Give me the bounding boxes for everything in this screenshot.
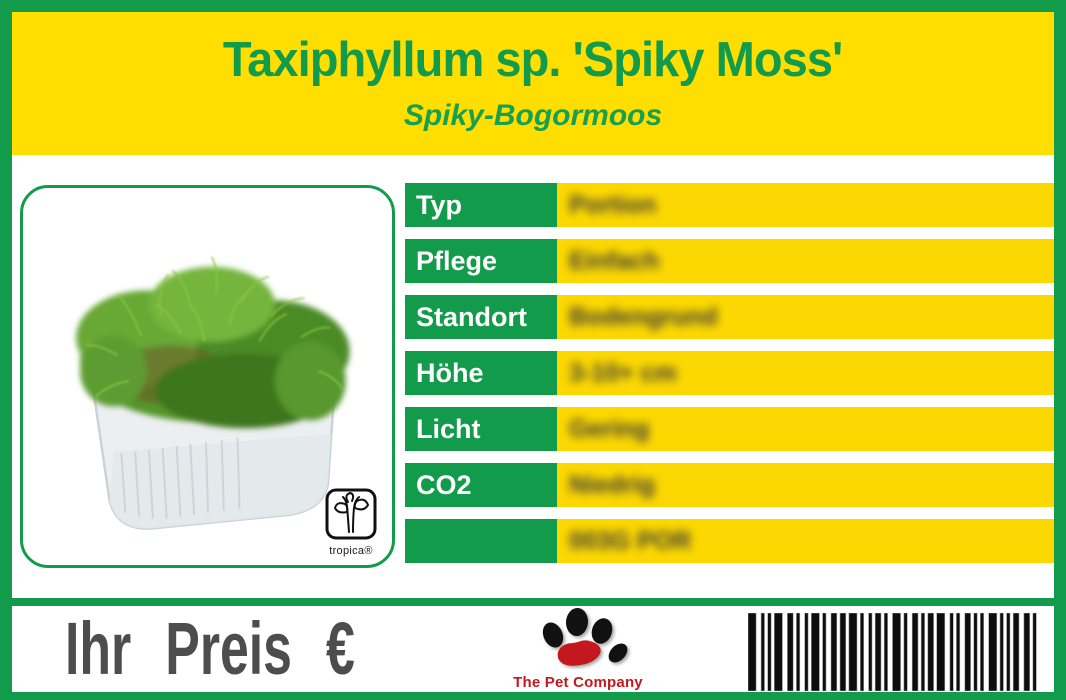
content-area: tropica® Typ Portion Pflege Einfach Stan… [12, 155, 1054, 598]
header: Taxiphyllum sp. 'Spiky Moss' Spiky-Bogor… [12, 12, 1054, 155]
moss-mound-shape [76, 266, 350, 429]
row-label: CO2 [405, 463, 557, 507]
table-row-hoehe: Höhe 3-10+ cm [405, 351, 1054, 395]
brand-block: The Pet Company [512, 607, 644, 691]
row-label: Typ [405, 183, 557, 227]
tropica-plant-icon [325, 488, 377, 540]
table-row-standort: Standort Bodengrund [405, 295, 1054, 339]
row-value-blurred: 003G POR [557, 519, 1054, 563]
row-label: Licht [405, 407, 557, 451]
row-value-blurred: Gering [557, 407, 1054, 451]
row-label: Höhe [405, 351, 557, 395]
price-area: Ihr Preis € [65, 612, 479, 700]
row-label: Standort [405, 295, 557, 339]
table-row-licht: Licht Gering [405, 407, 1054, 451]
plant-scientific-name: Taxiphyllum sp. 'Spiky Moss' [223, 32, 843, 87]
row-label-empty [405, 519, 557, 563]
footer-divider [12, 598, 1054, 606]
moss-strands-shape [85, 256, 343, 398]
plant-photo [76, 256, 350, 530]
label-inner: Taxiphyllum sp. 'Spiky Moss' Spiky-Bogor… [12, 12, 1054, 692]
plant-photo-panel: tropica® [20, 185, 395, 568]
row-value-blurred: Einfach [557, 239, 1054, 283]
row-value-blurred: 3-10+ cm [557, 351, 1054, 395]
row-value-blurred: Bodengrund [557, 295, 1054, 339]
plant-common-name: Spiky-Bogormoos [403, 99, 663, 133]
spec-table: Typ Portion Pflege Einfach Standort Bode… [405, 183, 1054, 575]
table-row-artikel: 003G POR [405, 519, 1054, 563]
brand-name: The Pet Company [513, 674, 643, 691]
price-label: Ihr Preis € [65, 607, 355, 690]
paw-print-icon [542, 608, 628, 666]
footer: Ihr Preis € The Pet Company [12, 606, 1054, 692]
row-value-blurred: Niedrig [557, 463, 1054, 507]
row-label: Pflege [405, 239, 557, 283]
tropica-logo-text: tropica® [329, 545, 373, 557]
table-row-co2: CO2 Niedrig [405, 463, 1054, 507]
row-value-blurred: Portion [557, 183, 1054, 227]
table-row-typ: Typ Portion [405, 183, 1054, 227]
table-row-pflege: Pflege Einfach [405, 239, 1054, 283]
barcode [748, 613, 1037, 691]
producer-logo: tropica® [320, 488, 382, 557]
